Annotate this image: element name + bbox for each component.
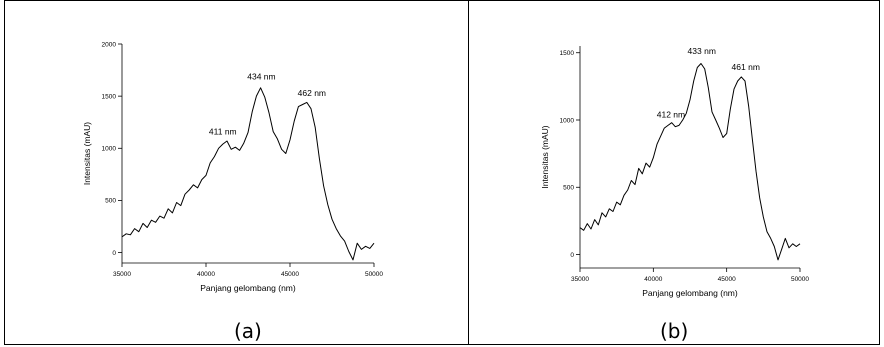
chart-a-x-tick-label: 50000 [365,271,383,278]
panel-label-b: (b) [660,319,689,343]
chart-a-x-tick-label: 40000 [197,271,215,278]
chart-b-peak-label: 412 nm [657,109,685,119]
chart-b-x-tick-label: 45000 [718,276,736,283]
panel-label-a: (a) [234,319,262,343]
chart-a: 35000 40000 45000 50000 0 500 1000 1500 2000 Panj… [82,41,383,293]
figure-frame [4,0,880,345]
chart-b-y-tick-label: 1500 [560,50,575,57]
chart-b-peak-label: 461 nm [732,62,760,72]
chart-a-peak-label: 434 nm [247,71,275,81]
chart-b-x-tick-label: 35000 [571,276,589,283]
chart-a-series-line [121,87,375,261]
chart-b-y-tick-label: 1000 [560,117,575,124]
chart-b: 35000 40000 45000 50000 0 500 1000 1500 Panjang … [540,46,809,298]
chart-a-peak-label: 462 nm [298,88,326,98]
chart-a-y-axis-label: Intensitas (mAU) [82,122,92,185]
chart-b-series-line [579,63,801,261]
chart-b-x-axis-label: Panjang gelombang (nm) [642,288,738,298]
chart-b-y-tick-label: 500 [563,185,574,192]
panel-divider [468,0,469,345]
chart-b-y-axis-label: Intensitas (mAU) [540,125,550,188]
chart-a-y-tick-label: 1000 [102,146,117,153]
chart-b-x-tick-label: 40000 [644,276,662,283]
chart-a-x-tick-label: 45000 [281,271,299,278]
chart-b-peak-label: 433 nm [688,46,716,56]
chart-a-x-axis-label: Panjang gelombang (nm) [200,283,296,293]
chart-a-y-tick-label: 0 [112,250,116,257]
chart-a-x-tick-label: 35000 [113,271,131,278]
chart-b-y-tick-label: 0 [570,252,574,259]
chart-b-x-tick-label: 50000 [791,276,809,283]
chart-a-y-tick-label: 500 [105,198,116,205]
chart-a-peak-label: 411 nm [209,127,237,137]
chart-a-y-tick-label: 1500 [102,93,117,100]
chart-a-y-tick-label: 2000 [102,41,117,48]
